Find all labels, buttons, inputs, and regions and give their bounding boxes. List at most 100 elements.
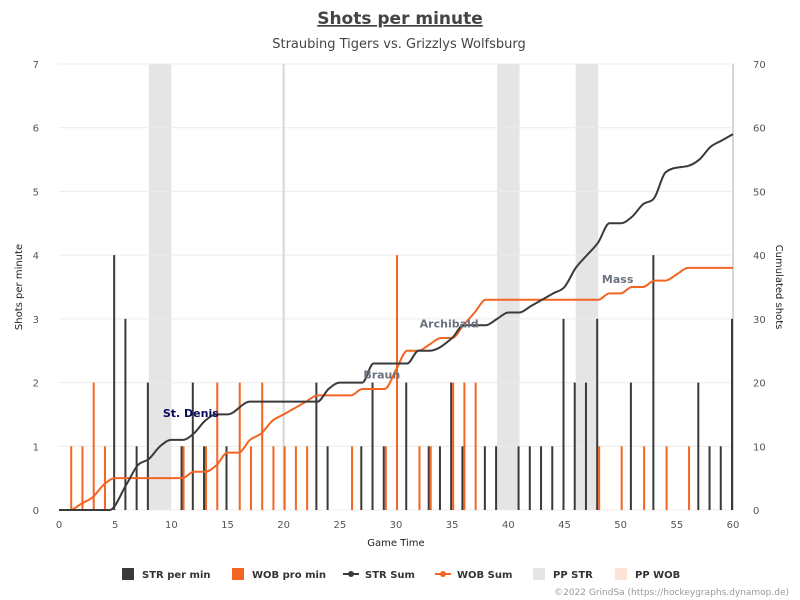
wob-per-min-bar bbox=[418, 446, 421, 510]
legend-item: STR Sum bbox=[343, 570, 415, 581]
str-per-min-bar bbox=[461, 446, 464, 510]
pp-str-band bbox=[148, 64, 172, 510]
str-per-min-bar bbox=[495, 446, 498, 510]
powerplay-bands bbox=[148, 64, 599, 510]
x-tick-label: 10 bbox=[165, 520, 178, 531]
sum-lines bbox=[59, 133, 734, 511]
str-sum-line bbox=[59, 133, 734, 511]
x-tick-label: 25 bbox=[333, 520, 346, 531]
str-per-min-bar bbox=[124, 318, 127, 510]
str-per-min-bar bbox=[405, 382, 408, 510]
str-per-min-bar bbox=[517, 446, 520, 510]
str-per-min-bar bbox=[596, 318, 599, 510]
wob-per-min-bar bbox=[474, 382, 477, 510]
x-tick-label: 15 bbox=[221, 520, 234, 531]
wob-per-min-bar bbox=[205, 446, 208, 510]
x-tick-label: 45 bbox=[558, 520, 571, 531]
x-tick-label: 40 bbox=[502, 520, 515, 531]
y2-axis-label: Cumulated shots bbox=[773, 245, 784, 330]
wob-per-min-bar bbox=[70, 446, 73, 510]
y2-tick-label: 10 bbox=[753, 442, 766, 453]
str-per-min-bar bbox=[438, 446, 441, 510]
wob-per-min-bar bbox=[463, 382, 466, 510]
legend-item: PP STR bbox=[533, 568, 593, 581]
wob-per-min-bar bbox=[306, 446, 309, 510]
x-tick-label: 60 bbox=[727, 520, 740, 531]
wob-per-min-bar bbox=[283, 446, 286, 510]
legend-swatch bbox=[533, 568, 545, 580]
wob-per-min-bar bbox=[294, 446, 297, 510]
wob-per-min-bar bbox=[216, 382, 219, 510]
str-per-min-bar bbox=[326, 446, 329, 510]
wob-per-min-bar bbox=[81, 446, 84, 510]
wob-per-min-bar bbox=[620, 446, 623, 510]
legend-swatch bbox=[122, 568, 134, 580]
str-per-min-bar bbox=[562, 318, 565, 510]
wob-per-min-bar bbox=[92, 382, 95, 510]
y-tick-label: 1 bbox=[33, 442, 39, 453]
legend-item: WOB Sum bbox=[435, 570, 512, 581]
str-per-min-bar bbox=[731, 318, 733, 510]
y-tick-label: 2 bbox=[33, 379, 39, 390]
x-tick-label: 0 bbox=[56, 520, 62, 531]
y-tick-label: 6 bbox=[33, 124, 39, 135]
x-axis-label: Game Time bbox=[367, 538, 424, 549]
tick-labels: 0 5 10 15 20 25 30 35 40 45 50 55 600123456701020304… bbox=[33, 60, 766, 531]
legend-item: STR per min bbox=[122, 568, 211, 581]
wob-sum-line bbox=[59, 266, 733, 511]
wob-per-min-bar bbox=[643, 446, 646, 510]
x-tick-label: 50 bbox=[614, 520, 627, 531]
legend-swatch bbox=[232, 568, 244, 580]
wob-per-min-bar bbox=[598, 446, 601, 510]
y-tick-label: 4 bbox=[33, 251, 39, 262]
wob-per-min-bar bbox=[103, 446, 106, 510]
y2-tick-label: 70 bbox=[753, 60, 766, 71]
str-per-min-bar bbox=[360, 446, 363, 510]
wob-per-min-bar bbox=[238, 382, 241, 510]
legend-label: STR per min bbox=[142, 570, 211, 581]
legend-swatch bbox=[615, 568, 627, 580]
legend-label: WOB pro min bbox=[252, 570, 326, 581]
str-per-min-bar bbox=[697, 382, 700, 510]
y2-tick-label: 30 bbox=[753, 315, 766, 326]
str-per-min-bar bbox=[315, 382, 318, 510]
legend-label: STR Sum bbox=[365, 570, 415, 581]
str-per-min-bar bbox=[203, 446, 206, 510]
wob-per-min-bar bbox=[384, 446, 387, 510]
bars bbox=[70, 255, 733, 510]
str-per-min-bar bbox=[540, 446, 543, 510]
y-tick-label: 7 bbox=[33, 60, 39, 71]
str-per-min-bar bbox=[146, 382, 149, 510]
legend-swatch-marker bbox=[440, 571, 446, 577]
x-tick-label: 55 bbox=[670, 520, 683, 531]
legend-swatch-marker bbox=[348, 571, 354, 577]
wob-per-min-bar bbox=[272, 446, 275, 510]
y2-tick-label: 0 bbox=[753, 506, 759, 517]
wob-per-min-bar bbox=[429, 446, 432, 510]
str-per-min-bar bbox=[528, 446, 531, 510]
x-tick-label: 5 bbox=[112, 520, 118, 531]
annotations: St. Denis Braun Archibald Mass bbox=[163, 273, 634, 420]
str-per-min-bar bbox=[652, 255, 655, 510]
wob-per-min-bar bbox=[665, 446, 668, 510]
goal-annotation: Braun bbox=[363, 369, 400, 382]
legend: STR per min WOB pro min STR Sum WOB Sum PP S… bbox=[122, 568, 680, 581]
str-per-min-bar bbox=[719, 446, 722, 510]
str-per-min-bar bbox=[113, 255, 116, 510]
wob-per-min-bar bbox=[688, 446, 691, 510]
legend-label: PP STR bbox=[553, 570, 593, 581]
legend-label: WOB Sum bbox=[457, 570, 512, 581]
y-axis-label: Shots per minute bbox=[14, 244, 25, 330]
str-per-min-bar bbox=[191, 382, 194, 510]
str-per-min-bar bbox=[629, 382, 632, 510]
wob-per-min-bar bbox=[261, 382, 264, 510]
str-per-min-bar bbox=[573, 382, 576, 510]
legend-item: PP WOB bbox=[615, 568, 680, 581]
str-per-min-bar bbox=[371, 382, 374, 510]
str-per-min-bar bbox=[584, 382, 587, 510]
chart-title: Shots per minute bbox=[317, 9, 483, 29]
legend-label: PP WOB bbox=[635, 570, 680, 581]
wob-per-min-bar bbox=[396, 255, 398, 510]
str-per-min-bar bbox=[427, 446, 430, 510]
